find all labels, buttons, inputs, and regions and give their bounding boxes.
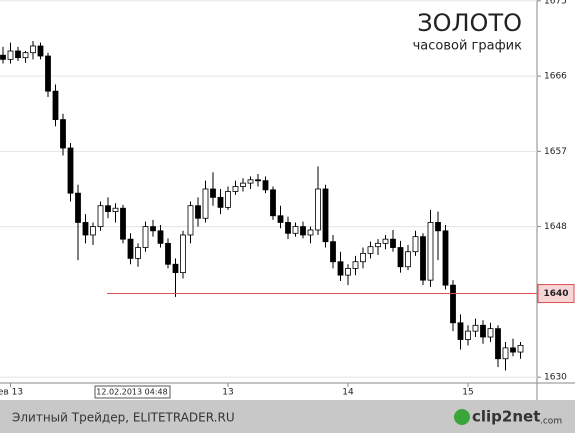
candle-body: [22, 52, 29, 59]
candle-body: [225, 191, 231, 208]
candle-body: [105, 205, 111, 212]
candle-body: [457, 322, 464, 340]
candle-body: [517, 344, 524, 353]
candle-body: [67, 147, 74, 194]
footer-text: Элитный Трейдер, ELITETRADER.RU: [12, 411, 235, 425]
y-tick-label: 1657: [544, 147, 567, 157]
candle-body: [330, 241, 336, 263]
candle-body: [427, 222, 434, 281]
crosshair-price-box: [537, 284, 575, 304]
candle-body: [150, 226, 156, 232]
candle-body: [52, 90, 59, 120]
candle-body: [195, 205, 201, 219]
y-tick-label: 1666: [544, 72, 567, 82]
logo-icon: [454, 409, 470, 425]
candle-body: [472, 324, 479, 332]
candle-body: [82, 222, 89, 236]
candle-body: [180, 234, 186, 274]
candle-body: [510, 347, 516, 353]
candle-body: [337, 261, 344, 276]
candle-body: [240, 182, 246, 187]
candle-body: [45, 55, 51, 92]
candle-body: [255, 179, 261, 182]
candle-body: [135, 247, 141, 259]
candle-body: [37, 45, 44, 57]
candle-body: [420, 236, 426, 281]
candle-body: [405, 251, 411, 268]
candle-body: [157, 230, 164, 244]
candle-body: [120, 207, 126, 240]
candle-body: [352, 261, 359, 269]
candle-body: [30, 45, 36, 54]
logo: clip2net: [472, 408, 540, 426]
candle-body: [187, 205, 194, 236]
candle-body: [495, 328, 501, 360]
y-tick-label: 1648: [544, 222, 567, 232]
candle-body: [15, 50, 21, 59]
candle-body: [382, 238, 389, 244]
candle-body: [247, 179, 254, 184]
x-tick-label: 13: [222, 388, 233, 398]
candle-body: [142, 226, 149, 248]
candle-body: [480, 324, 486, 338]
candle-body: [270, 189, 276, 217]
crosshair-time-box: [94, 385, 171, 399]
candle-body: [277, 215, 284, 223]
candle-body: [165, 242, 171, 265]
candle-body: [502, 347, 509, 360]
chart-title: ЗОЛОТО: [417, 9, 522, 37]
candle-body: [285, 222, 291, 234]
x-tick-label: ев 13: [0, 388, 23, 398]
candle-body: [292, 226, 299, 234]
candle-body: [435, 222, 441, 232]
candle-body: [127, 238, 134, 259]
candle-body: [412, 236, 419, 253]
candle-body: [450, 284, 456, 324]
candle-body: [0, 54, 6, 60]
candle-body: [367, 246, 374, 254]
candle-body: [60, 119, 66, 149]
candle-body: [442, 230, 449, 286]
logo-suffix: .com: [540, 417, 562, 427]
candle-body: [390, 238, 396, 248]
candle-body: [487, 328, 494, 338]
candle-body: [210, 188, 216, 198]
candle-body: [202, 188, 209, 219]
candle-body: [262, 180, 269, 191]
x-tick-label: 15: [462, 388, 473, 398]
candle-body: [300, 226, 306, 236]
candle-body: [307, 229, 314, 236]
candle-body: [97, 205, 104, 228]
candle-body: [345, 268, 351, 276]
chart-subtitle: часовой график: [413, 39, 523, 54]
candle-body: [465, 330, 471, 340]
candle-body: [112, 207, 119, 212]
y-tick-label: 1630: [544, 373, 567, 383]
candle-body: [397, 247, 404, 268]
candle-body: [232, 186, 239, 192]
crosshair-time-label: 12.02.2013 04:48: [96, 388, 167, 397]
candle-body: [172, 263, 179, 274]
candle-body: [360, 252, 366, 263]
crosshair-price-label: 1640: [543, 289, 568, 299]
candle-body: [75, 192, 81, 223]
candle-body: [315, 188, 321, 231]
candle-body: [375, 242, 381, 248]
candle-body: [322, 188, 329, 243]
footer-bar: [0, 400, 575, 433]
candle-body: [7, 50, 14, 60]
candle-body: [217, 196, 224, 208]
background: [0, 0, 575, 400]
y-tick-label: 1675: [544, 0, 567, 6]
candle-body: [90, 226, 96, 236]
x-tick-label: 14: [342, 388, 354, 398]
